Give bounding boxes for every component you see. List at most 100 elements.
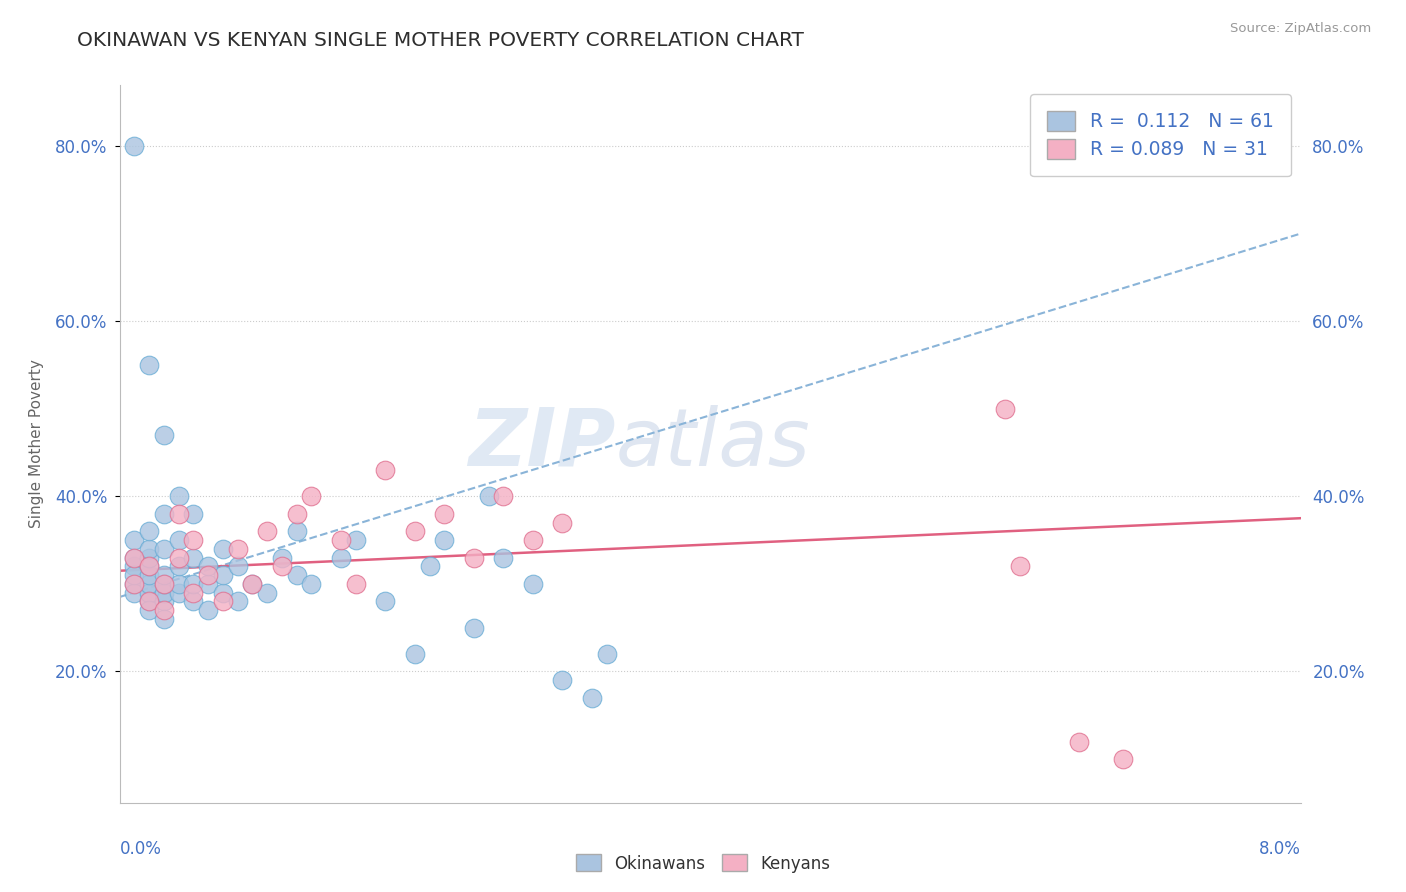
Point (463, 550, 485, 565)
Point (1010, 559, 1032, 574)
Point (344, 577, 367, 591)
Point (167, 533, 190, 547)
Text: ZIP: ZIP (468, 405, 616, 483)
Point (242, 577, 264, 591)
Point (492, 550, 515, 565)
Point (226, 559, 249, 574)
Point (183, 585, 205, 599)
Point (256, 524, 278, 539)
Point (138, 550, 160, 565)
Point (183, 533, 205, 547)
Point (124, 585, 146, 599)
Point (167, 489, 190, 503)
Point (596, 647, 619, 661)
Point (433, 507, 456, 521)
Point (285, 507, 308, 521)
Point (167, 507, 190, 521)
Point (138, 577, 160, 591)
Point (463, 621, 485, 635)
Point (138, 358, 160, 372)
Point (301, 577, 323, 591)
Text: 8.0%: 8.0% (1258, 840, 1301, 858)
Point (285, 568, 308, 582)
Point (374, 463, 396, 477)
Legend: Okinawans, Kenyans: Okinawans, Kenyans (569, 847, 837, 880)
Point (183, 550, 205, 565)
Point (404, 524, 426, 539)
Point (138, 594, 160, 608)
Y-axis label: Single Mother Poverty: Single Mother Poverty (30, 359, 44, 528)
Point (329, 550, 352, 565)
Point (522, 533, 544, 547)
Point (285, 524, 308, 539)
Point (1112, 752, 1135, 766)
Point (242, 577, 264, 591)
Text: Source: ZipAtlas.com: Source: ZipAtlas.com (1230, 22, 1371, 36)
Point (994, 401, 1017, 416)
Point (256, 585, 278, 599)
Point (211, 568, 233, 582)
Point (153, 568, 174, 582)
Point (124, 577, 146, 591)
Point (124, 550, 146, 565)
Point (1069, 734, 1091, 748)
Point (167, 559, 190, 574)
Point (433, 533, 456, 547)
Point (197, 568, 219, 582)
Point (551, 516, 574, 530)
Point (153, 585, 174, 599)
Legend: R =  0.112   N = 61, R = 0.089   N = 31: R = 0.112 N = 61, R = 0.089 N = 31 (1031, 95, 1291, 177)
Point (211, 585, 233, 599)
Point (153, 594, 174, 608)
Point (344, 533, 367, 547)
Point (551, 673, 574, 688)
Point (124, 533, 146, 547)
Point (153, 577, 174, 591)
Point (138, 559, 160, 574)
Point (124, 139, 146, 153)
Point (581, 690, 603, 705)
Point (153, 541, 174, 556)
Text: 0.0%: 0.0% (120, 840, 162, 858)
Point (153, 603, 174, 617)
Point (329, 533, 352, 547)
Point (153, 612, 174, 626)
Point (211, 541, 233, 556)
Point (197, 559, 219, 574)
Point (138, 524, 160, 539)
Text: atlas: atlas (616, 405, 810, 483)
Point (374, 594, 396, 608)
Point (492, 489, 515, 503)
Point (183, 577, 205, 591)
Point (404, 647, 426, 661)
Point (167, 550, 190, 565)
Point (124, 559, 146, 574)
Point (167, 577, 190, 591)
Text: OKINAWAN VS KENYAN SINGLE MOTHER POVERTY CORRELATION CHART: OKINAWAN VS KENYAN SINGLE MOTHER POVERTY… (77, 31, 804, 50)
Point (153, 507, 174, 521)
Point (522, 577, 544, 591)
Point (138, 559, 160, 574)
Point (138, 541, 160, 556)
Point (167, 585, 190, 599)
Point (270, 559, 294, 574)
Point (124, 577, 146, 591)
Point (226, 594, 249, 608)
Point (419, 559, 441, 574)
Point (197, 577, 219, 591)
Point (138, 603, 160, 617)
Point (138, 585, 160, 599)
Point (211, 594, 233, 608)
Point (301, 489, 323, 503)
Point (138, 594, 160, 608)
Point (226, 541, 249, 556)
Point (183, 507, 205, 521)
Point (197, 603, 219, 617)
Point (124, 550, 146, 565)
Point (153, 428, 174, 442)
Point (153, 577, 174, 591)
Point (183, 594, 205, 608)
Point (138, 568, 160, 582)
Point (124, 568, 146, 582)
Point (270, 550, 294, 565)
